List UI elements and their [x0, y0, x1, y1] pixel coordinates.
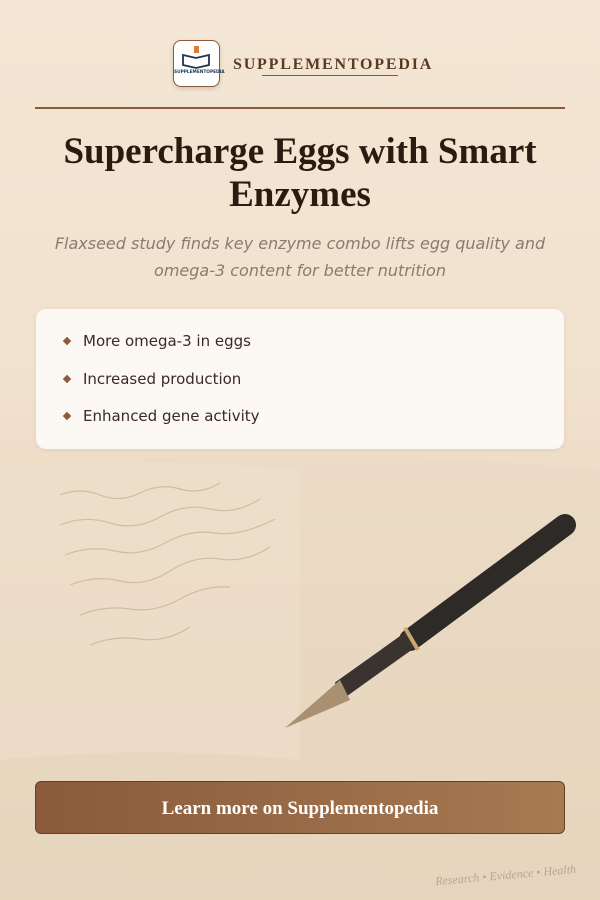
divider [35, 107, 565, 109]
logo-book [182, 53, 210, 69]
logo: SUPPLEMENTOPEDIA [173, 40, 225, 87]
logo-text: SUPPLEMENTOPEDIA [174, 70, 225, 75]
subtitle: Flaxseed study finds key enzyme combo li… [54, 234, 546, 280]
notebook-left [0, 462, 300, 760]
headline: Supercharge Eggs with Smart Enzymes [63, 131, 537, 215]
handwriting [59, 482, 276, 646]
pen [285, 514, 576, 728]
highlight-item: Increased production [36, 367, 564, 405]
highlights-list: More omega-3 in eggs Increased production… [36, 309, 564, 442]
highlights-card: More omega-3 in eggs Increased production… [36, 309, 564, 449]
logo-flame [194, 46, 199, 53]
cta-button[interactable]: Learn more on Supplementopedia [35, 781, 565, 834]
brand-name: SUPPLEMENTOPEDIA [233, 56, 434, 73]
highlight-item: More omega-3 in eggs [36, 329, 564, 367]
brand-underline [262, 75, 398, 76]
highlight-item: Enhanced gene activity [36, 404, 564, 442]
logo-icon [182, 46, 210, 69]
